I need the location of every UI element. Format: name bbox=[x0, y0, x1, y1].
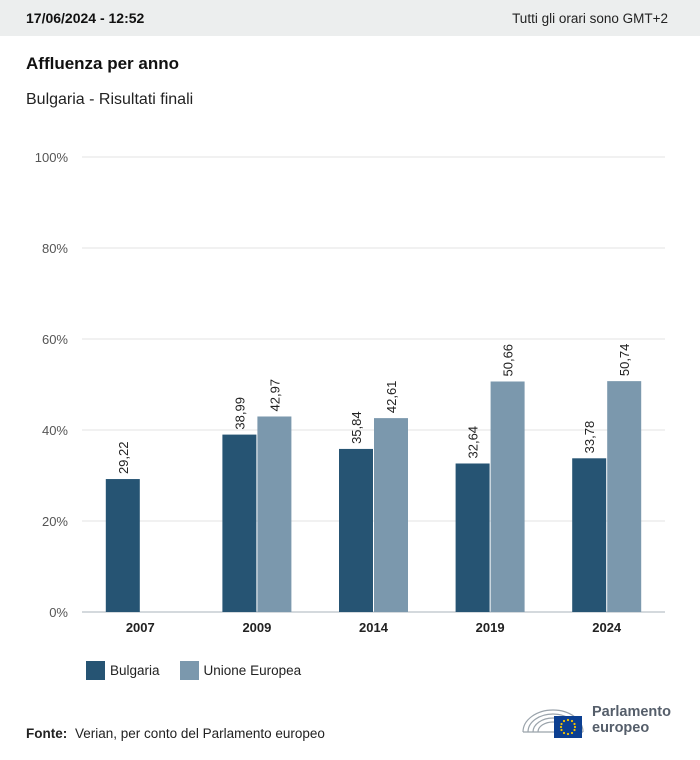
legend-swatch-eu bbox=[179, 661, 199, 680]
source-label: Fonte: bbox=[26, 726, 68, 741]
x-tick-label: 2007 bbox=[126, 620, 155, 635]
legend-label-bulgaria: Bulgaria bbox=[110, 663, 160, 678]
y-tick-label: 80% bbox=[42, 241, 68, 256]
data-label: 38,99 bbox=[232, 397, 247, 430]
legend-label-eu: Unione Europea bbox=[203, 663, 302, 678]
legend-item-bulgaria[interactable]: Bulgaria bbox=[86, 661, 160, 680]
bar-eu-2009 bbox=[257, 416, 292, 612]
bar-eu-2014 bbox=[374, 418, 408, 612]
logo-text: Parlamento europeo bbox=[592, 704, 671, 736]
top-bar: 17/06/2024 - 12:52 Tutti gli orari sono … bbox=[0, 0, 700, 36]
eu-flag-icon bbox=[554, 716, 582, 738]
y-tick-label: 60% bbox=[42, 332, 68, 347]
source-note: Fonte: Verian, per conto del Parlamento … bbox=[26, 726, 325, 741]
data-label: 50,66 bbox=[501, 344, 516, 377]
bar-eu-2019 bbox=[490, 381, 525, 612]
legend-swatch-bulgaria bbox=[86, 661, 105, 680]
y-tick-label: 100% bbox=[35, 150, 69, 165]
x-tick-label: 2009 bbox=[242, 620, 271, 635]
bar-bulgaria-2014 bbox=[339, 448, 373, 612]
bar-bulgaria-2019 bbox=[455, 463, 490, 612]
x-tick-label: 2019 bbox=[476, 620, 505, 635]
data-label: 50,74 bbox=[617, 344, 632, 377]
chart-subtitle: Bulgaria - Risultati finali bbox=[26, 91, 194, 108]
legend: Bulgaria Unione Europea bbox=[86, 661, 321, 680]
data-label: 33,78 bbox=[582, 421, 597, 454]
data-label: 35,84 bbox=[349, 411, 364, 444]
legend-item-eu[interactable]: Unione Europea bbox=[179, 661, 302, 680]
y-tick-label: 0% bbox=[49, 605, 68, 620]
logo-line-1: Parlamento bbox=[592, 704, 671, 720]
bar-bulgaria-2009 bbox=[222, 434, 257, 612]
timestamp: 17/06/2024 - 12:52 bbox=[26, 10, 145, 26]
timezone-note: Tutti gli orari sono GMT+2 bbox=[512, 10, 668, 26]
y-tick-label: 20% bbox=[42, 514, 68, 529]
data-label: 32,64 bbox=[466, 426, 481, 459]
x-tick-label: 2024 bbox=[592, 620, 622, 635]
turnout-bar-chart: 0% 20% 40% 60% 80% 100% 2007 29,22 2009 38,99 42,9… bbox=[35, 150, 665, 635]
logo-line-2: europeo bbox=[592, 720, 650, 736]
data-label: 42,61 bbox=[384, 381, 399, 414]
source-text: Verian, per conto del Parlamento europeo bbox=[75, 726, 325, 741]
bar-bulgaria-2024 bbox=[572, 458, 607, 612]
data-label: 42,97 bbox=[267, 379, 282, 412]
x-tick-label: 2014 bbox=[359, 620, 389, 635]
hemicycle-icon bbox=[522, 709, 584, 738]
y-tick-label: 40% bbox=[42, 423, 68, 438]
parliament-logo: Parlamento europeo bbox=[520, 700, 671, 740]
chart-title: Affluenza per anno bbox=[26, 54, 180, 73]
bar-bulgaria-2007 bbox=[105, 479, 140, 612]
bar-eu-2024 bbox=[607, 381, 642, 612]
data-label: 29,22 bbox=[116, 442, 131, 475]
